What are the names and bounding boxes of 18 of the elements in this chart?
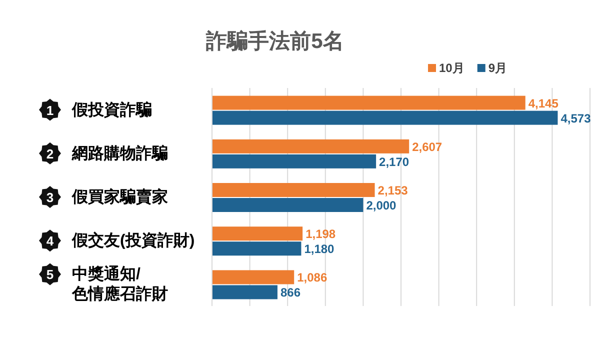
data-label: 1,198 [306,227,336,242]
data-label: 4,145 [528,96,559,110]
data-label: 1,180 [304,242,335,256]
chart-title: 詐騙手法前5名 [205,29,344,53]
data-label: 4,573 [560,111,592,126]
data-label: 2,000 [366,198,397,212]
legend-label: 9月 [488,61,508,75]
legend-label: 10月 [439,61,464,75]
data-label: 866 [280,286,301,300]
data-label: 2,170 [379,154,410,169]
text: 3 [46,190,54,205]
data-label: 2,607 [412,140,442,154]
text: 5 [46,267,54,282]
text: 2 [46,146,54,162]
text: 4 [46,234,54,249]
data-label: 2,153 [378,184,408,198]
data-label: 1,086 [297,270,328,285]
text: 1 [46,102,54,118]
